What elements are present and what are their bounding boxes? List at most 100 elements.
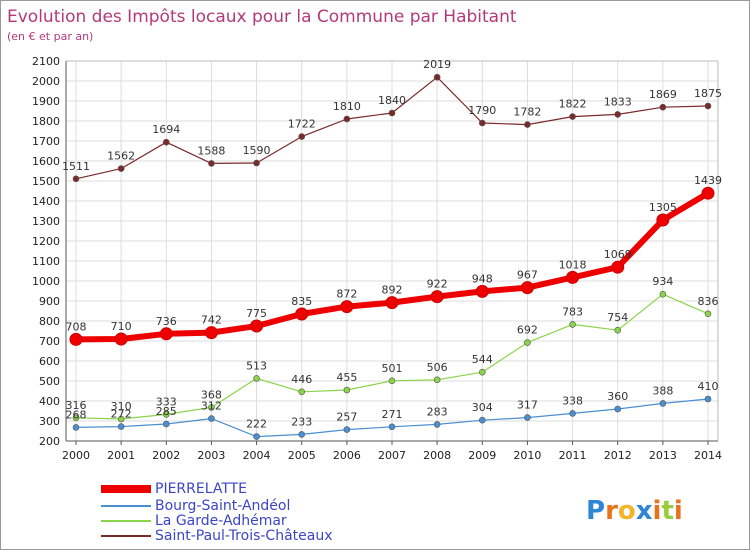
x-tick-label: 2013 (649, 449, 677, 462)
data-point (343, 115, 351, 123)
data-point (524, 414, 531, 421)
data-point (475, 284, 489, 298)
data-point (385, 296, 399, 310)
x-tick-label: 2009 (468, 449, 496, 462)
data-label: 257 (336, 411, 357, 424)
data-point (433, 376, 441, 384)
data-label: 872 (336, 288, 357, 301)
y-tick-label: 1600 (32, 155, 60, 168)
data-label: 410 (698, 380, 719, 393)
data-point (524, 339, 531, 346)
data-label: 317 (517, 399, 538, 412)
x-tick-label: 2002 (152, 449, 180, 462)
x-tick-label: 2011 (559, 449, 587, 462)
data-label: 1869 (649, 88, 677, 101)
y-tick-label: 800 (39, 315, 60, 328)
data-label: 316 (66, 399, 87, 412)
data-label: 775 (246, 307, 267, 320)
data-label: 948 (472, 272, 493, 285)
y-tick-label: 1000 (32, 275, 60, 288)
data-label: 922 (427, 278, 448, 291)
series-layer: 1511 1562 1694 1588 1590 1722 1810 1840 2019 1790… (62, 58, 722, 440)
logo-letter: P (586, 496, 605, 526)
data-point (433, 421, 441, 428)
y-tick-label: 2100 (32, 55, 60, 68)
x-tick-label: 2014 (694, 449, 722, 462)
data-point (117, 423, 125, 430)
axes: 200 300 400 500 600 700 800 900 1000 1100 1200 1300… (32, 55, 722, 462)
x-tick-label: 2004 (243, 449, 271, 462)
data-point (659, 290, 667, 298)
data-point (704, 102, 712, 110)
data-label: 285 (156, 405, 177, 418)
data-label: 934 (652, 275, 673, 288)
legend-label: Bourg-Saint-Andéol (155, 498, 290, 514)
data-label: 967 (517, 269, 538, 282)
data-point (162, 420, 170, 428)
data-label: 1018 (559, 258, 587, 271)
data-point (701, 186, 715, 200)
data-point (656, 213, 670, 227)
data-label: 338 (562, 394, 583, 407)
data-point (343, 386, 351, 394)
logo-letter: i (653, 496, 662, 526)
data-label: 708 (66, 320, 87, 333)
legend-label: Saint-Paul-Trois-Châteaux (155, 528, 333, 544)
logo-letter: x (636, 496, 653, 526)
data-point (343, 426, 351, 433)
data-label: 710 (111, 320, 132, 333)
data-label: 455 (336, 371, 357, 384)
y-tick-label: 300 (39, 415, 60, 428)
chart-subtitle: (en € et par an) (7, 30, 93, 43)
series-saint-paul-trois-chateaux: 1511 1562 1694 1588 1590 1722 1810 1840 2019 1790… (62, 58, 722, 183)
data-point (72, 175, 80, 183)
y-tick-label: 500 (39, 375, 60, 388)
data-label: 1439 (694, 174, 722, 187)
data-point (208, 160, 215, 167)
y-tick-label: 700 (39, 335, 60, 348)
x-tick-label: 2000 (62, 449, 90, 462)
data-label: 501 (382, 362, 403, 375)
y-tick-label: 1500 (32, 175, 60, 188)
x-tick-label: 2006 (333, 449, 361, 462)
data-point (159, 327, 173, 341)
legend-label: PIERRELATTE (155, 481, 247, 497)
data-point (704, 310, 712, 318)
y-tick-label: 1900 (32, 95, 60, 108)
data-point (72, 424, 80, 431)
data-point (478, 119, 486, 127)
data-label: 271 (382, 408, 403, 421)
y-tick-label: 1100 (32, 255, 60, 268)
data-point (298, 133, 306, 140)
data-point (388, 423, 396, 431)
logo-text: Proxiti (586, 496, 683, 526)
data-label: 446 (291, 373, 312, 386)
data-point (298, 431, 306, 438)
x-tick-label: 2001 (107, 449, 135, 462)
data-label: 783 (562, 305, 583, 318)
data-point (204, 326, 218, 340)
data-label: 388 (652, 384, 673, 397)
y-tick-label: 1800 (32, 115, 60, 128)
logo-letter: t (661, 496, 673, 526)
data-point (614, 111, 622, 118)
data-label: 742 (201, 314, 222, 327)
data-label: 506 (427, 361, 448, 374)
data-label: 368 (201, 388, 222, 401)
data-point (478, 368, 486, 376)
data-point (208, 404, 215, 411)
data-label: 1810 (333, 100, 361, 113)
data-label: 1588 (197, 144, 225, 157)
data-point (253, 159, 260, 167)
data-label: 233 (291, 415, 312, 428)
data-label: 310 (111, 400, 132, 413)
data-label: 1590 (243, 144, 271, 157)
y-tick-label: 2000 (32, 75, 60, 88)
data-label: 1782 (513, 106, 541, 119)
series-la-garde-adhemar: 316 310 333 368 513 446 455 501 506 544 692 783 754 9… (66, 275, 719, 423)
data-label: 1305 (649, 201, 677, 214)
x-tick-label: 2007 (378, 449, 406, 462)
data-point (659, 400, 667, 407)
